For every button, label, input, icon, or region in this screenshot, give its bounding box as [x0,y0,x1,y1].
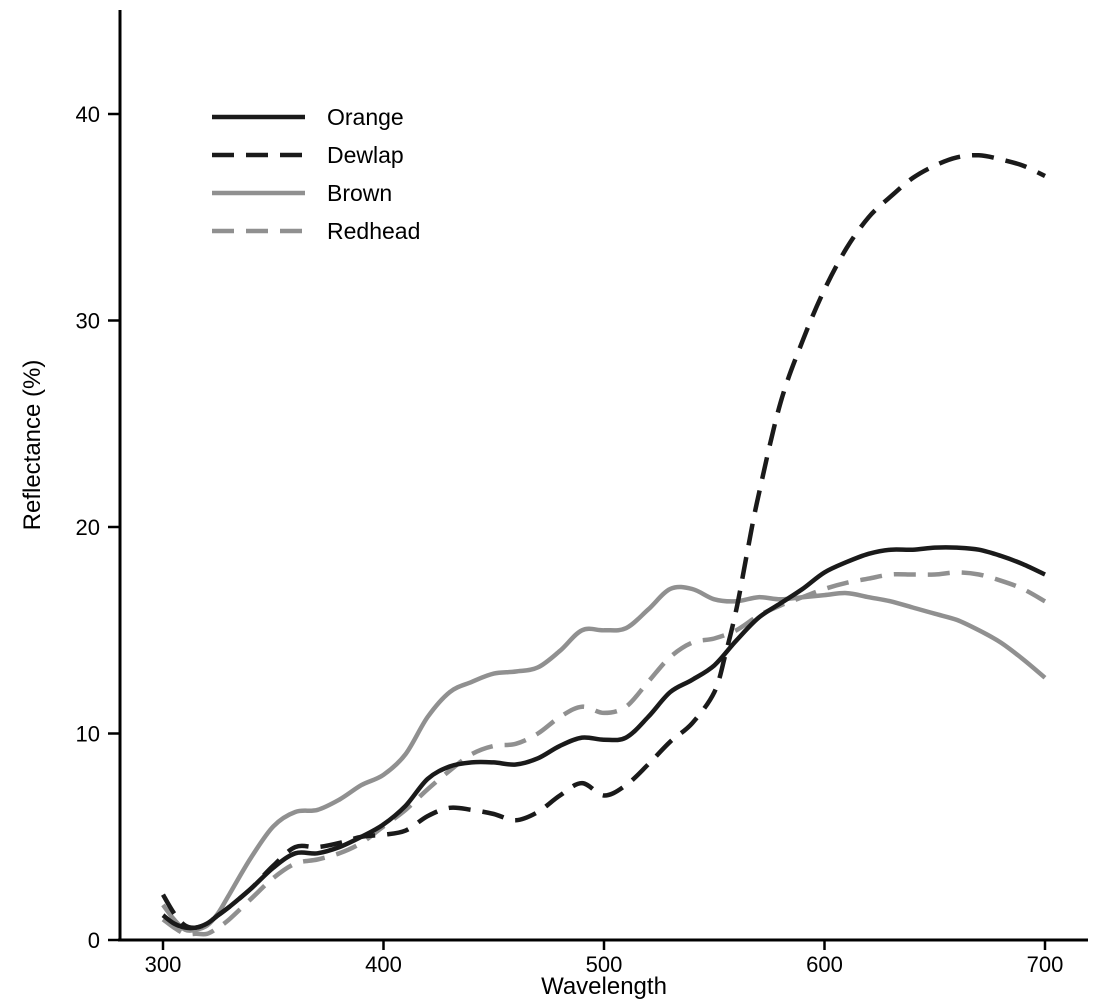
series-line-redhead [161,570,1047,937]
y-axis-title: Reflectance (%) [19,360,46,531]
legend: Orange Dewlap Brown Redhead [212,104,420,244]
series-line-brown [161,584,1047,933]
series-line-orange [161,545,1046,931]
x-tick-label: 400 [365,952,402,977]
y-tick-label: 40 [76,102,100,127]
y-tick-label: 0 [88,928,100,953]
legend-label-brown: Brown [327,180,392,206]
x-tick-label: 600 [806,952,843,977]
axes-group [118,10,1088,942]
legend-label-dewlap: Dewlap [327,142,404,168]
x-tick-label: 700 [1027,952,1064,977]
y-tick-label: 30 [76,309,100,334]
x-tick-label: 300 [145,952,182,977]
y-tick-label: 20 [76,515,100,540]
x-axis-title: Wavelength [541,973,667,1000]
series-group [161,152,1047,937]
ticks-group: 300 400 500 600 700 0 10 20 30 40 [76,102,1064,977]
x-tick-label: 500 [586,952,623,977]
legend-label-orange: Orange [327,104,404,130]
legend-label-redhead: Redhead [327,218,420,244]
y-tick-label: 10 [76,722,100,747]
